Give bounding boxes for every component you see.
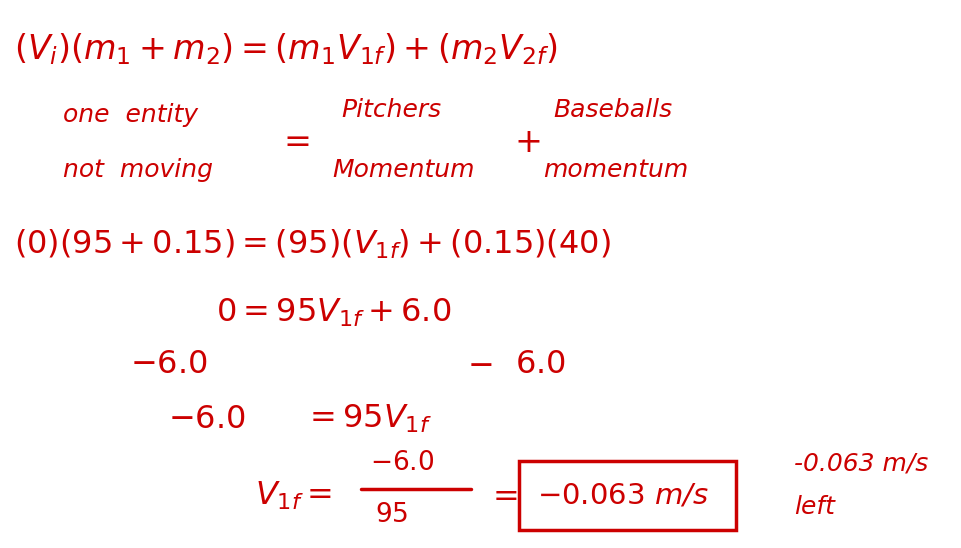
FancyBboxPatch shape — [519, 461, 735, 530]
Text: $=$: $=$ — [485, 481, 517, 511]
Text: =: = — [283, 126, 311, 159]
Text: Momentum: Momentum — [332, 158, 474, 182]
Text: $95$: $95$ — [375, 502, 408, 528]
Text: $-6.0$: $-6.0$ — [130, 349, 208, 380]
Text: Pitchers: Pitchers — [341, 98, 441, 122]
Text: $6.0$: $6.0$ — [514, 349, 565, 380]
Text: left: left — [793, 495, 833, 519]
Text: $0   =   95 V_{1f}   +   6.0$: $0 = 95 V_{1f} + 6.0$ — [216, 296, 452, 329]
Text: momentum: momentum — [543, 158, 688, 182]
Text: $(V_i)(m_1 + m_2)  =  (m_1V_{1f}) + (m_2V_{2f})$: $(V_i)(m_1 + m_2) = (m_1V_{1f}) + (m_2V_… — [14, 31, 557, 67]
Text: +: + — [514, 126, 542, 159]
Text: Baseballs: Baseballs — [553, 98, 672, 122]
Text: $-$: $-$ — [466, 349, 491, 380]
Text: not  moving: not moving — [62, 158, 212, 182]
Text: -0.063 m/s: -0.063 m/s — [793, 451, 927, 475]
Text: one  entity: one entity — [62, 103, 197, 127]
Text: $= 95 V_{1f}$: $= 95 V_{1f}$ — [303, 403, 431, 436]
Text: $-6.0$: $-6.0$ — [168, 404, 246, 435]
Text: $(0)(95 + 0.15)  =  (95)(V_{1f}) + (0.15)(40)$: $(0)(95 + 0.15) = (95)(V_{1f}) + (0.15)(… — [14, 227, 610, 260]
Text: $- 0.063$ m/s: $- 0.063$ m/s — [536, 482, 708, 510]
Text: $V_{1f} =$: $V_{1f} =$ — [255, 480, 332, 512]
Text: $-6.0$: $-6.0$ — [370, 450, 434, 476]
